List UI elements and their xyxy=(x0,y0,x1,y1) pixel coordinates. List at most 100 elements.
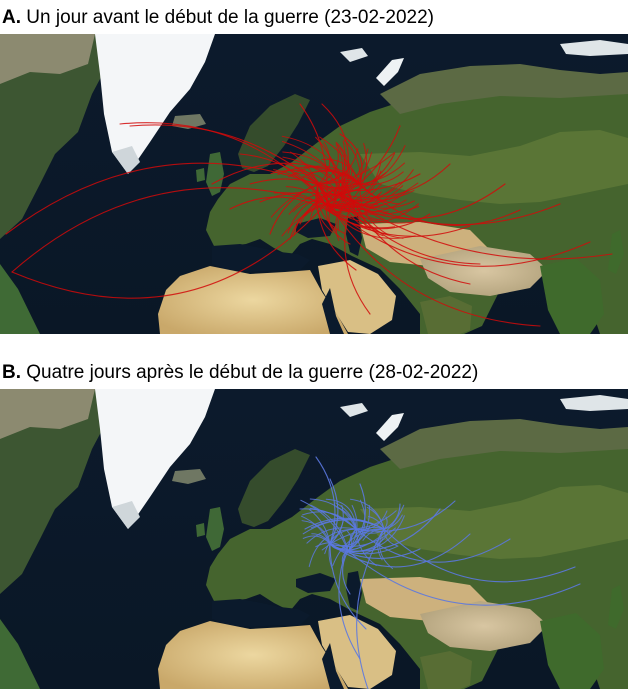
route-arc xyxy=(321,158,361,185)
route-arc xyxy=(325,498,357,530)
route-arc xyxy=(377,528,385,561)
route-arc xyxy=(293,203,327,236)
routes-a xyxy=(5,103,613,327)
route-arc xyxy=(337,143,344,195)
africa-landmass xyxy=(158,266,348,334)
route-arc xyxy=(289,151,319,185)
route-arc xyxy=(351,199,415,209)
route-arc xyxy=(342,550,351,595)
route-arc xyxy=(317,172,387,189)
route-arc xyxy=(325,199,407,214)
route-arc xyxy=(281,135,353,201)
route-arc xyxy=(339,193,390,213)
panel-b-caption: Quatre jours après le début de la guerre… xyxy=(26,362,479,383)
greenland-landmass xyxy=(95,34,215,174)
route-arc xyxy=(351,199,561,226)
route-arc xyxy=(329,198,380,218)
india-landmass xyxy=(420,296,472,334)
route-arc xyxy=(319,194,331,213)
route-arc xyxy=(288,165,361,185)
route-arc xyxy=(383,528,398,547)
route-arc xyxy=(351,199,384,237)
north-america-landmass xyxy=(0,389,108,594)
route-arc xyxy=(285,186,331,213)
basemap xyxy=(0,34,628,334)
route-arc xyxy=(282,156,353,201)
route-arc xyxy=(287,193,341,234)
route-arc xyxy=(351,142,367,201)
panel-b-title: B. Quatre jours après le début de la gue… xyxy=(2,360,478,386)
route-arc xyxy=(351,199,384,221)
black-sea xyxy=(296,218,336,238)
route-arc xyxy=(317,152,396,185)
route-arc xyxy=(325,203,419,223)
panel-a-title: A. Un jour avant le début de la guerre (… xyxy=(2,5,434,31)
route-arc xyxy=(310,170,361,185)
route-arc xyxy=(306,527,357,544)
mediterranean-sea xyxy=(212,599,310,627)
route-arc xyxy=(317,141,331,185)
route-arc xyxy=(383,514,403,530)
panel-a-caption: Un jour avant le début de la guerre (23-… xyxy=(26,7,434,28)
route-arc xyxy=(321,528,385,551)
japan-landmass xyxy=(608,230,624,274)
route-arc xyxy=(273,192,331,213)
route-arc xyxy=(339,145,406,195)
route-arc xyxy=(325,203,591,267)
greenland-landmass xyxy=(95,389,215,529)
route-arc xyxy=(379,528,394,570)
route-arc xyxy=(290,172,319,185)
panel-a-map xyxy=(0,34,628,334)
route-arc xyxy=(351,190,415,202)
british-isles-landmass xyxy=(206,507,224,551)
route-arc xyxy=(315,183,334,233)
route-arc xyxy=(355,510,397,530)
basemap xyxy=(0,389,628,689)
route-arc xyxy=(355,510,388,530)
route-arc xyxy=(347,483,366,552)
route-arc xyxy=(347,515,405,552)
scandinavia-landmass xyxy=(238,449,310,527)
route-arc xyxy=(308,528,357,568)
route-arc xyxy=(359,171,404,186)
africa-landmass xyxy=(158,621,348,689)
north-america-landmass xyxy=(0,34,108,239)
india-landmass xyxy=(420,651,472,689)
route-arc xyxy=(5,162,341,235)
arabian-peninsula xyxy=(318,260,396,334)
route-arc xyxy=(339,163,451,199)
route-arc xyxy=(335,199,353,241)
route-arc xyxy=(325,191,382,209)
route-arc xyxy=(359,162,405,185)
route-arc xyxy=(339,193,613,260)
panel-b-map xyxy=(0,389,628,689)
route-arc xyxy=(355,528,377,566)
route-arc xyxy=(329,478,339,545)
novaya-zemlya xyxy=(376,58,404,86)
route-arc xyxy=(339,152,373,195)
route-arc xyxy=(329,211,396,229)
route-arc xyxy=(302,511,357,530)
route-arc xyxy=(310,504,349,552)
panel-b-letter: B. xyxy=(2,362,21,383)
route-arc xyxy=(347,550,581,606)
arabian-peninsula xyxy=(318,615,396,689)
route-arc xyxy=(383,516,388,530)
route-arc xyxy=(325,158,346,205)
black-sea xyxy=(296,573,336,593)
route-arc xyxy=(347,504,371,552)
novaya-zemlya xyxy=(376,413,404,441)
route-arc xyxy=(348,528,357,551)
route-arc xyxy=(339,193,404,239)
mediterranean-sea xyxy=(212,244,310,272)
tibetan-plateau xyxy=(420,246,548,296)
route-arc xyxy=(329,504,344,545)
route-arc xyxy=(317,183,413,224)
route-arc xyxy=(343,139,361,185)
route-arc xyxy=(347,504,358,552)
route-arc xyxy=(300,499,349,552)
route-arc xyxy=(366,506,385,530)
iceland-landmass xyxy=(172,469,206,484)
route-arc xyxy=(315,456,336,545)
route-arc xyxy=(317,183,346,235)
